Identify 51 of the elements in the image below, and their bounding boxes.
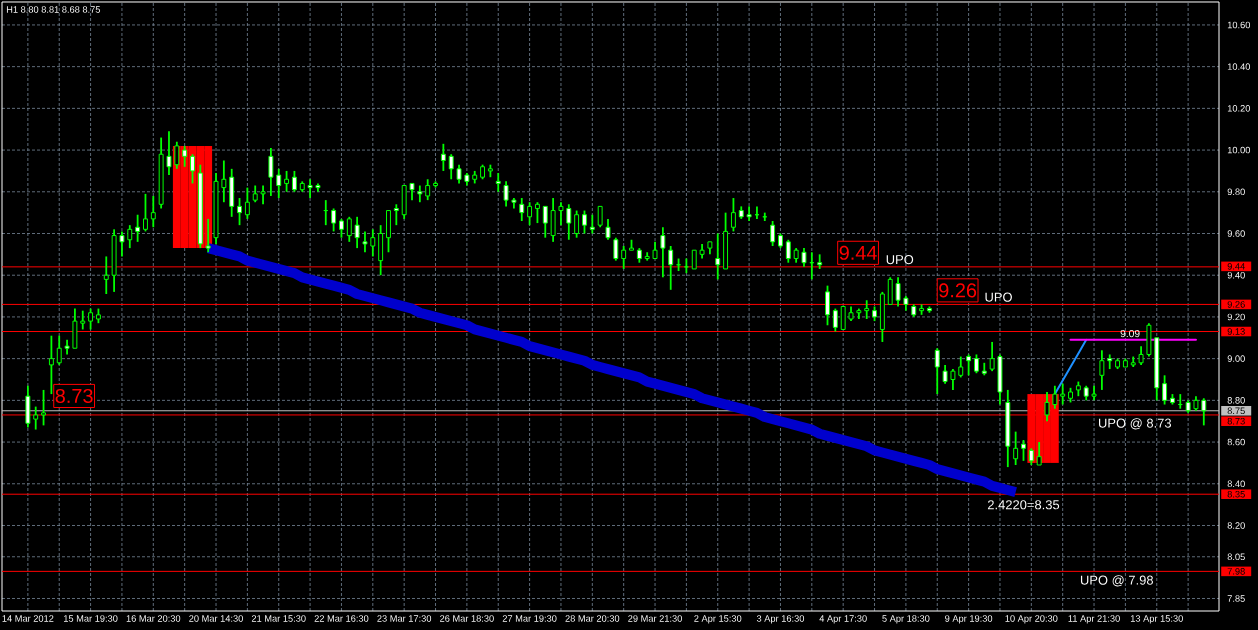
y-tick-label: 8.60 [1227,438,1245,446]
x-tick-label: 27 Mar 19:30 [502,615,557,622]
x-tick-label: 21 Mar 15:30 [251,615,306,622]
y-tick-label: 7.85 [1227,595,1245,602]
y-tick-label: 8.05 [1227,553,1245,561]
annotation: UPO [985,292,1012,302]
x-tick-label: 10 Apr 20:30 [1005,615,1058,624]
x-tick-label: 4 Apr 17:30 [819,615,867,624]
x-tick-label: 15 Mar 19:30 [63,615,118,622]
x-tick-label: 9 Apr 19:30 [945,615,993,624]
x-tick-label: 2 Apr 15:30 [694,615,742,624]
x-tick-label: 20 Mar 14:30 [189,615,243,622]
y-tick-label: 9.60 [1227,230,1245,237]
annotation: 9.26 [939,283,977,298]
y-tick-label: 8.40 [1227,480,1245,488]
x-tick-label: 26 Mar 18:30 [440,615,494,622]
ref-line-label: 8.75 [1227,407,1245,415]
annotation: 9.09 [1120,329,1140,338]
y-tick-label: 8.80 [1227,397,1245,404]
y-tick-label: 10.40 [1227,63,1251,70]
y-tick-label: 9.80 [1227,188,1245,196]
x-tick-label: 5 Apr 18:30 [882,615,930,624]
ref-line-label: 7.98 [1227,568,1245,575]
y-tick-label: 10.20 [1227,105,1251,112]
y-tick-label: 9.20 [1227,313,1245,321]
x-tick-label: 14 Mar 2012 [2,615,54,622]
x-tick-label: 23 Mar 17:30 [377,615,432,622]
y-tick-label: 9.40 [1227,271,1245,279]
ref-line-label: 8.35 [1227,490,1245,498]
ref-line-label: 9.44 [1227,263,1245,270]
y-tick-label: 10.60 [1227,21,1251,29]
x-tick-label: 3 Apr 16:30 [756,615,805,624]
ref-line-label: 9.13 [1227,328,1245,335]
x-tick-label: 28 Mar 20:30 [565,615,620,622]
x-tick-label: 22 Mar 16:30 [314,615,369,622]
annotation: 9.44 [839,245,877,260]
x-tick-label: 29 Mar 21:30 [628,615,682,622]
ref-line-label: 8.73 [1227,417,1245,425]
annotation: UPO @ 8.73 [1099,418,1172,430]
annotation: UPO [886,255,914,265]
annotation: 2.4220=8.35 [987,500,1060,510]
annotation: 8.73 [55,388,93,403]
ref-line-label: 9.26 [1227,301,1245,308]
chart-title: H1 8.80 8.81 8.68 8.75 [6,6,101,13]
y-tick-label: 9.00 [1227,355,1245,362]
x-tick-label: 11 Apr 21:30 [1068,615,1120,624]
y-tick-label: 10.00 [1227,146,1251,154]
y-tick-label: 8.20 [1227,522,1245,529]
x-tick-label: 13 Apr 15:30 [1130,615,1183,624]
x-tick-label: 16 Mar 20:30 [126,615,181,622]
annotation: UPO @ 7.98 [1080,575,1154,587]
